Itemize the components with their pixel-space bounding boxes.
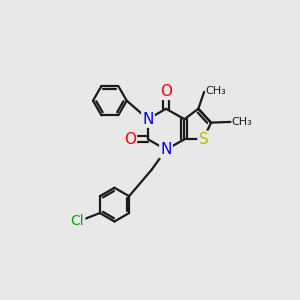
Text: O: O [160,84,172,99]
Text: N: N [160,142,172,157]
Text: Cl: Cl [71,214,84,228]
Text: O: O [124,132,136,147]
Text: S: S [199,132,208,147]
Text: CH₃: CH₃ [232,117,252,127]
Text: CH₃: CH₃ [205,86,226,96]
Text: N: N [142,112,154,127]
